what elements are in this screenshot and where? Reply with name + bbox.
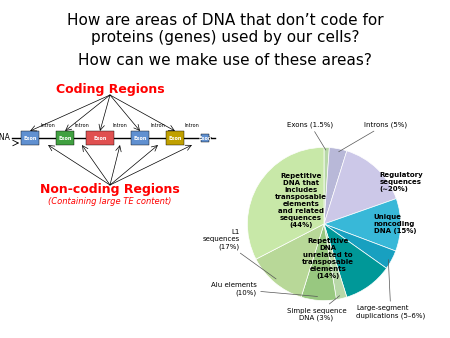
Wedge shape — [248, 147, 324, 259]
Wedge shape — [324, 199, 400, 251]
Text: Intron: Intron — [75, 123, 90, 128]
Wedge shape — [324, 147, 329, 224]
Text: (Containing large TE content): (Containing large TE content) — [48, 196, 172, 206]
Text: Alu elements
(10%): Alu elements (10%) — [211, 282, 318, 296]
Wedge shape — [324, 224, 387, 297]
Text: Exon: Exon — [133, 136, 147, 141]
Text: Introns (5%): Introns (5%) — [339, 121, 407, 152]
Text: Simple sequence
DNA (3%): Simple sequence DNA (3%) — [287, 296, 346, 321]
Text: Coding Regions: Coding Regions — [56, 83, 164, 97]
Text: Large-segment
duplications (5–6%): Large-segment duplications (5–6%) — [356, 260, 425, 319]
Wedge shape — [324, 224, 396, 268]
Wedge shape — [256, 224, 324, 297]
Text: Exon: Exon — [58, 136, 72, 141]
Wedge shape — [324, 224, 347, 299]
Bar — [131, 131, 149, 145]
Text: L1
sequences
(17%): L1 sequences (17%) — [202, 229, 276, 279]
Text: Non-coding Regions: Non-coding Regions — [40, 184, 180, 196]
Bar — [21, 131, 39, 145]
Wedge shape — [301, 224, 337, 300]
Text: Intron: Intron — [112, 123, 127, 128]
Text: Unique
noncoding
DNA (15%): Unique noncoding DNA (15%) — [374, 214, 416, 234]
Bar — [86, 131, 114, 145]
Text: How are areas of DNA that don’t code for: How are areas of DNA that don’t code for — [67, 13, 383, 28]
Bar — [56, 131, 74, 145]
Text: DNA: DNA — [0, 134, 10, 143]
Text: Exon: Exon — [168, 136, 182, 141]
Text: Intron: Intron — [184, 123, 199, 128]
Text: Intron: Intron — [40, 123, 55, 128]
Wedge shape — [324, 148, 347, 224]
Text: Regulatory
sequences
(∼20%): Regulatory sequences (∼20%) — [379, 172, 423, 192]
Text: How can we make use of these areas?: How can we make use of these areas? — [78, 53, 372, 68]
Text: Exon: Exon — [93, 136, 107, 141]
Text: Intron: Intron — [151, 123, 166, 128]
Wedge shape — [324, 151, 396, 224]
Text: Exon: Exon — [23, 136, 37, 141]
Text: Repetitive
DNA
unrelated to
transposable
elements
(14%): Repetitive DNA unrelated to transposable… — [302, 238, 354, 279]
Bar — [201, 134, 209, 142]
Text: Exons (1.5%): Exons (1.5%) — [287, 121, 333, 150]
Text: proteins (genes) used by our cells?: proteins (genes) used by our cells? — [91, 30, 359, 45]
Text: Repetitive
DNA that
includes
transposable
elements
and related
sequences
(44%): Repetitive DNA that includes transposabl… — [275, 173, 327, 228]
Bar — [166, 131, 184, 145]
Text: Exon: Exon — [198, 136, 211, 141]
